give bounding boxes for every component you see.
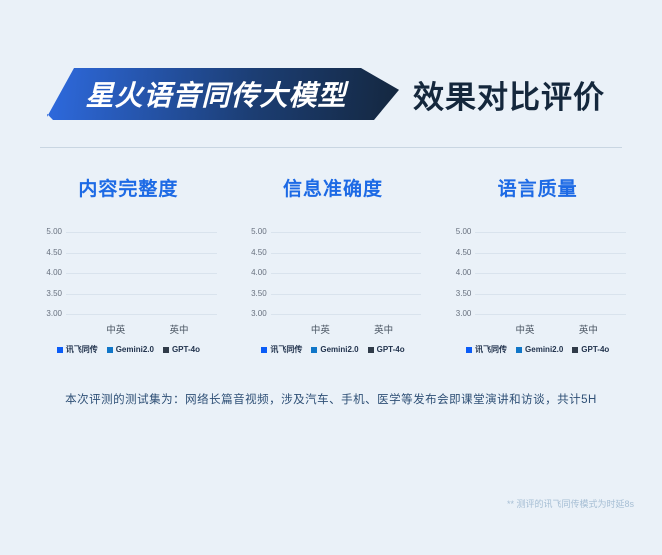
legend-label: Gemini2.0	[115, 345, 154, 354]
x-axis-category-label: 中英	[106, 325, 126, 336]
gridline	[475, 293, 627, 295]
gridline	[475, 273, 627, 274]
chart-language-quality: 语言质量 5.00 4.50 4.00 3.50 3.00 中英 英中讯飞同传 Gemini2.…	[439, 174, 636, 355]
legend-swatch-icon	[261, 346, 268, 353]
plot-area: 5.00 4.50 4.00 3.50 3.00 中英 英中	[251, 227, 422, 336]
chart-legend: 讯飞同传 Gemini2.0 GPT-4o	[235, 344, 432, 355]
legend-label: 讯飞同传	[475, 345, 508, 354]
legend-swatch-icon	[516, 346, 523, 353]
y-axis-tick-label: 4.50	[455, 247, 472, 257]
legend-swatch-icon	[56, 346, 63, 353]
charts-row: 内容完整度 5.00 4.50 4.00 3.50 3.00 中英 英中讯飞同传 Gemini2…	[30, 174, 636, 355]
gridline	[270, 232, 422, 233]
legend-item-GPT-4o: GPT-4o	[572, 344, 609, 355]
gridline	[475, 232, 627, 233]
legend-swatch-icon	[162, 346, 169, 353]
legend-swatch-icon	[572, 346, 579, 353]
gridline	[270, 293, 422, 295]
chart-title: 内容完整度	[78, 179, 179, 200]
legend-label: Gemini2.0	[525, 345, 564, 354]
chart-content-completeness: 内容完整度 5.00 4.50 4.00 3.50 3.00 中英 英中讯飞同传 Gemini2…	[30, 174, 227, 355]
gridline	[270, 314, 422, 315]
legend-item-讯飞同传: 讯飞同传	[56, 344, 98, 355]
legend-item-GPT-4o: GPT-4o	[162, 344, 200, 355]
gridline	[66, 232, 217, 233]
plot-area: 5.00 4.50 4.00 3.50 3.00 中英 英中	[456, 227, 627, 336]
x-axis-category-label: 中英	[515, 325, 535, 336]
gridline	[66, 293, 217, 295]
y-axis-tick-label: 3.00	[46, 309, 62, 318]
legend-label: Gemini2.0	[320, 345, 359, 354]
y-axis-tick-label: 5.00	[46, 227, 62, 236]
chart-information-accuracy: 信息准确度 5.00 4.50 4.00 3.50 3.00 中英 英中讯飞同传 Gemini2…	[235, 174, 432, 355]
legend-label: 讯飞同传	[65, 345, 98, 354]
legend-item-Gemini2.0: Gemini2.0	[516, 344, 563, 355]
legend-item-讯飞同传: 讯飞同传	[466, 344, 507, 355]
y-axis-tick-label: 3.50	[251, 288, 267, 298]
x-axis-category-label: 英中	[578, 325, 598, 336]
header-divider	[40, 147, 622, 148]
slide: 星火语音同传大模型 效果对比评价 内容完整度 5.00 4.50 4.00 3.50 3.…	[0, 68, 662, 555]
gridline	[270, 273, 422, 274]
x-axis-category-label: 英中	[169, 325, 189, 336]
legend-swatch-icon	[311, 346, 318, 353]
header: 星火语音同传大模型 效果对比评价	[47, 68, 662, 120]
legend-item-Gemini2.0: Gemini2.0	[311, 344, 359, 355]
y-axis-tick-label: 5.00	[251, 227, 267, 236]
model-name-badge: 星火语音同传大模型	[47, 68, 399, 120]
chart-title: 信息准确度	[283, 179, 384, 200]
x-axis-category-label: 英中	[374, 325, 394, 336]
test-set-note: 本次评测的测试集为：网络长篇音视频，涉及汽车、手机、医学等发布会即课堂演讲和访谈…	[65, 394, 597, 406]
y-axis-tick-label: 4.00	[455, 268, 472, 277]
plot-area: 5.00 4.50 4.00 3.50 3.00 中英 英中	[46, 227, 217, 336]
page-title: 效果对比评价	[413, 79, 605, 115]
badge-label: 星火语音同传大模型	[85, 80, 347, 111]
y-axis-tick-label: 5.00	[455, 227, 472, 236]
legend-item-GPT-4o: GPT-4o	[367, 344, 405, 355]
chart-title: 语言质量	[497, 179, 578, 200]
y-axis-tick-label: 3.50	[455, 288, 472, 298]
y-axis-tick-label: 4.50	[251, 247, 267, 257]
legend-swatch-icon	[466, 346, 473, 353]
gridline	[475, 252, 627, 254]
legend-item-讯飞同传: 讯飞同传	[261, 344, 302, 355]
gridline	[270, 252, 422, 254]
legend-label: GPT-4o	[376, 345, 405, 354]
legend-label: GPT-4o	[171, 345, 200, 354]
legend-item-Gemini2.0: Gemini2.0	[106, 344, 154, 355]
y-axis-tick-label: 4.00	[46, 268, 62, 277]
x-axis-category-label: 中英	[310, 325, 330, 336]
gridline	[475, 314, 627, 315]
legend-swatch-icon	[106, 346, 113, 353]
y-axis-tick-label: 4.50	[46, 247, 62, 257]
gridline	[66, 273, 217, 274]
y-axis-tick-label: 3.50	[46, 288, 62, 298]
gridline	[66, 252, 217, 254]
chart-legend: 讯飞同传 Gemini2.0 GPT-4o	[30, 344, 227, 355]
legend-label: 讯飞同传	[270, 345, 303, 354]
legend-swatch-icon	[367, 346, 374, 353]
latency-footnote: ** 测评的讯飞同传模式为时延8s	[506, 499, 634, 509]
gridline	[66, 314, 217, 315]
y-axis-tick-label: 3.00	[455, 309, 472, 318]
y-axis-tick-label: 3.00	[251, 309, 267, 318]
legend-label: GPT-4o	[581, 345, 610, 354]
y-axis-tick-label: 4.00	[251, 268, 267, 277]
chart-legend: 讯飞同传 Gemini2.0 GPT-4o	[439, 344, 636, 355]
